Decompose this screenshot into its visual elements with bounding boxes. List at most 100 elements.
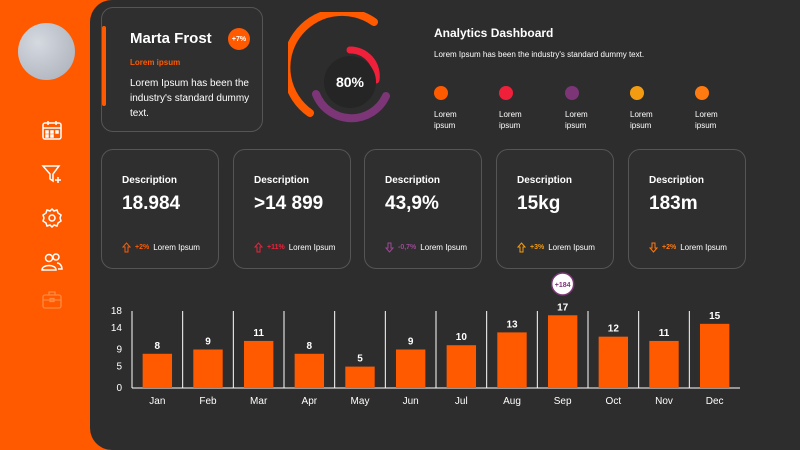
stat-title: Description — [649, 175, 705, 186]
bar — [598, 336, 629, 388]
stat-value: 15kg — [517, 193, 561, 214]
bar-value-label: 8 — [155, 341, 161, 352]
x-tick-label: Aug — [503, 396, 521, 407]
stat-title: Description — [517, 175, 573, 186]
bar — [699, 323, 730, 388]
callout-label: +184 — [555, 282, 571, 289]
stat-caption: Lorem Ipsum — [153, 243, 200, 252]
legend-dot — [695, 86, 709, 100]
stat-delta: +11% — [267, 244, 285, 251]
main-panel: Marta Frost +7% Lorem ipsum Lorem Ipsum … — [90, 0, 800, 450]
bar-value-label: 9 — [408, 337, 414, 348]
arrow-up-icon — [517, 242, 526, 253]
x-tick-label: Apr — [302, 396, 318, 407]
callout-badge — [550, 272, 575, 296]
profile-accent-bar — [102, 26, 106, 106]
stat-caption: Lorem Ipsum — [420, 243, 467, 252]
bar — [395, 349, 426, 388]
y-tick-label: 18 — [111, 306, 123, 317]
legend-item: Lorem ipsum — [499, 86, 539, 131]
stat-delta: +2% — [135, 244, 150, 251]
stat-value: 183m — [649, 193, 698, 214]
legend-item: Lorem ipsum — [695, 86, 735, 131]
bar-value-label: 11 — [253, 328, 264, 339]
legend-label: Lorem ipsum — [695, 110, 718, 130]
stat-footer: +11% Lorem Ipsum — [254, 242, 335, 253]
x-tick-label: Nov — [655, 396, 673, 407]
legend-item: Lorem ipsum — [434, 86, 474, 131]
x-tick-label: Oct — [606, 396, 622, 407]
arrow-up-icon — [254, 242, 263, 253]
stat-card[interactable]: Description 183m +2% Lorem Ipsum — [628, 149, 746, 269]
users-icon[interactable] — [39, 249, 65, 275]
stat-caption: Lorem Ipsum — [680, 243, 727, 252]
dashboard-title: Analytics Dashboard — [434, 26, 554, 40]
bar-value-label: 12 — [608, 324, 620, 335]
monthly-bar-chart: 0 5 9 14 18 8 Jan 9 Feb 11 Mar 8 Apr 5 May 9 Jun 10 Jul 13 A… — [111, 272, 740, 407]
legend-label: Lorem ipsum — [630, 110, 653, 130]
x-tick-label: Jan — [149, 396, 165, 407]
profile-description: Lorem Ipsum has been the industry's stan… — [130, 78, 250, 119]
stat-value: 43,9% — [385, 193, 439, 214]
avatar[interactable] — [18, 23, 75, 80]
stat-value: 18.984 — [122, 193, 181, 214]
stat-footer: +3% Lorem Ipsum — [517, 242, 595, 253]
bar — [142, 353, 173, 388]
bar — [243, 340, 274, 388]
stat-card[interactable]: Description 15kg +3% Lorem Ipsum — [496, 149, 614, 269]
profile-name: Marta Frost — [130, 30, 212, 47]
stat-card[interactable]: Description 43,9% -0,7% Lorem Ipsum — [364, 149, 482, 269]
x-tick-label: May — [351, 396, 370, 407]
stat-caption: Lorem Ipsum — [548, 243, 595, 252]
settings-gear-icon[interactable] — [39, 205, 65, 231]
y-tick-label: 5 — [116, 362, 122, 373]
y-tick-label: 9 — [116, 345, 122, 356]
legend-label: Lorem ipsum — [434, 110, 457, 130]
y-tick-label: 14 — [111, 323, 123, 334]
legend-dot — [565, 86, 579, 100]
stat-card[interactable]: Description >14 899 +11% Lorem Ipsum — [233, 149, 351, 269]
stat-title: Description — [385, 175, 441, 186]
bar-value-label: 9 — [205, 337, 211, 348]
arrow-up-icon — [122, 242, 131, 253]
arrow-down-icon — [385, 242, 394, 253]
stat-delta: -0,7% — [398, 244, 417, 251]
x-tick-label: Feb — [199, 396, 217, 407]
bar — [294, 353, 325, 388]
calendar-icon[interactable] — [39, 117, 65, 143]
legend-label: Lorem ipsum — [565, 110, 588, 130]
legend-dot — [630, 86, 644, 100]
stat-title: Description — [122, 175, 178, 186]
y-tick-label: 0 — [116, 383, 122, 394]
x-tick-label: Jun — [403, 396, 419, 407]
bar-value-label: 8 — [307, 341, 313, 352]
stat-delta: +3% — [530, 244, 545, 251]
legend-item: Lorem ipsum — [630, 86, 670, 131]
profile-badge: +7% — [228, 28, 250, 50]
stat-card[interactable]: Description 18.984 +2% Lorem Ipsum — [101, 149, 219, 269]
sidebar — [0, 0, 90, 450]
stat-footer: -0,7% Lorem Ipsum — [385, 242, 467, 253]
x-tick-label: Sep — [554, 396, 572, 407]
bar — [547, 315, 578, 388]
x-tick-label: Jul — [455, 396, 468, 407]
bar-value-label: 17 — [557, 302, 569, 313]
progress-donut: 80% — [282, 7, 390, 136]
stat-title: Description — [254, 175, 310, 186]
bar-value-label: 5 — [357, 354, 363, 365]
bar — [649, 340, 679, 388]
bar-value-label: 11 — [659, 328, 670, 339]
stat-value: >14 899 — [254, 193, 324, 214]
profile-card[interactable]: Marta Frost +7% Lorem ipsum Lorem Ipsum … — [101, 7, 263, 132]
bar — [345, 366, 375, 388]
legend-dot — [499, 86, 513, 100]
stat-delta: +2% — [662, 244, 677, 251]
stat-footer: +2% Lorem Ipsum — [649, 242, 727, 253]
briefcase-icon[interactable] — [39, 287, 65, 313]
x-tick-label: Mar — [250, 396, 268, 407]
stat-footer: +2% Lorem Ipsum — [122, 242, 200, 253]
legend-item: Lorem ipsum — [565, 86, 605, 131]
funnel-add-icon[interactable] — [39, 161, 65, 187]
bar-value-label: 13 — [506, 319, 518, 330]
